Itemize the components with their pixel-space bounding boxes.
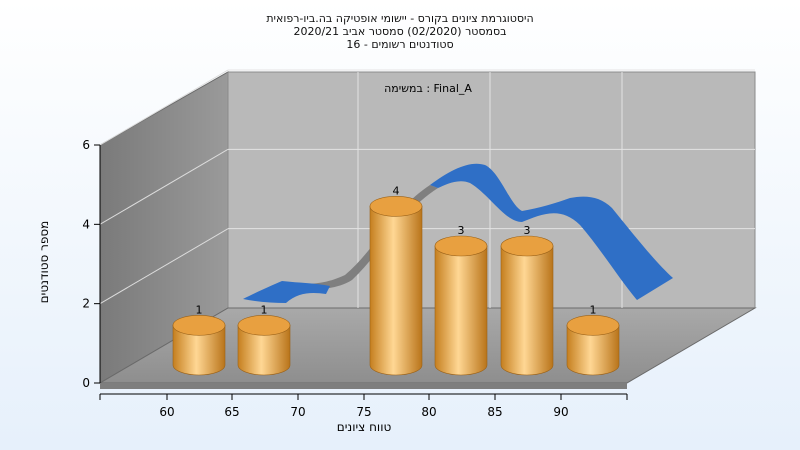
bar-body-5 <box>566 325 620 376</box>
y-tick-label-1: 2 <box>82 297 90 311</box>
bar-top-2 <box>369 196 423 217</box>
curve-segment-main <box>430 163 673 300</box>
x-tick-label-4: 80 <box>421 405 436 419</box>
x-tick-label-0: 60 <box>159 405 174 419</box>
bar-top-5 <box>566 315 620 336</box>
bar-body-2 <box>369 206 423 376</box>
y-tick-label-2: 4 <box>82 217 90 231</box>
bar-value-label-3: 3 <box>458 224 465 237</box>
bar-value-label-2: 4 <box>393 184 400 197</box>
gridline-left-1 <box>99 148 229 225</box>
bar-2 <box>369 196 423 376</box>
bar-value-label-5: 1 <box>590 303 597 316</box>
gridlines <box>99 69 755 308</box>
bar-0 <box>172 315 226 376</box>
bar-body-3 <box>434 245 488 376</box>
gridline-left-0 <box>99 228 229 305</box>
bar-body-0 <box>172 325 226 376</box>
bar-top-1 <box>237 315 291 336</box>
bars <box>172 196 620 376</box>
chart-title-line-3: סטודנטים רשומים - 16 <box>346 38 453 51</box>
task-label: במשימה : Final_A <box>384 82 472 95</box>
x-tick-label-3: 75 <box>356 405 371 419</box>
bar-body-4 <box>500 245 554 376</box>
bar-top-4 <box>500 235 554 257</box>
x-tick-label-5: 85 <box>487 405 502 419</box>
y-tick-label-0: 0 <box>82 376 90 390</box>
bar-value-labels: 1 1 4 3 3 1 <box>196 184 597 316</box>
bar-1 <box>237 315 291 376</box>
chart-title-line-2: בסמסטר (02/2020) סמסטר אביב 2020/21 <box>293 25 506 38</box>
x-axis-ticks: 60 65 70 75 80 85 90 <box>99 394 628 419</box>
bar-5 <box>566 315 620 376</box>
x-tick-label-6: 90 <box>553 405 568 419</box>
bar-value-label-4: 3 <box>524 224 531 237</box>
y-tick-label-3: 6 <box>82 138 90 152</box>
y-axis-ticks: 0 2 4 6 <box>82 138 100 390</box>
y-axis-title: מספר סטודנטים <box>37 221 51 304</box>
bar-value-label-1: 1 <box>261 303 268 316</box>
gridline-left-2 <box>99 69 229 146</box>
bar-4 <box>500 235 554 376</box>
bar-top-0 <box>172 315 226 336</box>
floor-front-edge <box>100 383 627 389</box>
chart-title-line-1: היסטוגרמת ציונים בקורס - יישומי אופטיקה … <box>266 12 533 25</box>
x-tick-label-1: 65 <box>224 405 239 419</box>
curve-segment-left <box>243 281 330 303</box>
x-tick-label-2: 70 <box>290 405 305 419</box>
x-axis-title: טווח ציונים <box>337 420 392 434</box>
bar-body-1 <box>237 325 291 376</box>
bar-value-label-0: 1 <box>196 303 203 316</box>
bar-top-3 <box>434 235 488 257</box>
bar-3 <box>434 235 488 376</box>
